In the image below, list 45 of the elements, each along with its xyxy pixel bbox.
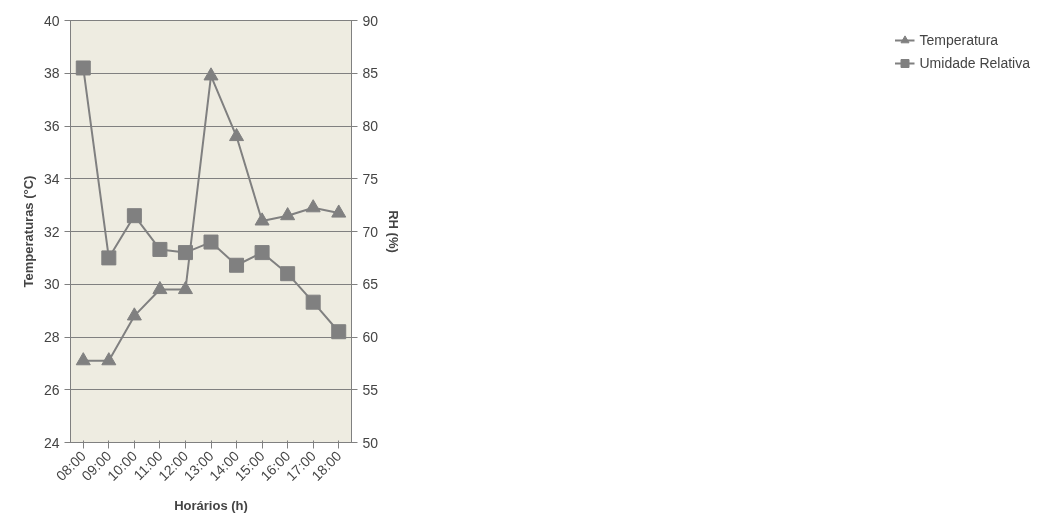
y-tick-label: 36 [43, 118, 60, 134]
point [305, 199, 321, 213]
y2-tick-label: 90 [362, 12, 379, 29]
y2-tick-label: 85 [362, 65, 379, 82]
point [280, 207, 296, 221]
y-tick-label: 40 [43, 12, 60, 29]
y-tick-label: 28 [43, 329, 60, 345]
y-tick-label: 30 [43, 276, 60, 293]
point [177, 245, 193, 261]
point [331, 324, 347, 340]
y2-tick-label: 75 [362, 170, 379, 187]
point [254, 245, 270, 261]
y-axis-title: Temperaturas (°C) [20, 175, 36, 288]
x-axis-title: Horários (h) [174, 497, 248, 513]
y-tick-label: 38 [43, 65, 60, 82]
point [280, 266, 296, 282]
y2-tick-label: 60 [362, 329, 379, 345]
point [229, 257, 245, 273]
point [101, 250, 117, 266]
point [101, 352, 117, 366]
point [254, 212, 270, 226]
point [152, 241, 168, 257]
point [126, 208, 142, 224]
point [229, 127, 245, 142]
point [203, 234, 219, 250]
y-tick-label: 26 [43, 381, 60, 398]
point [75, 60, 91, 76]
y2-tick-label: 80 [362, 118, 379, 134]
y-tick-label: 34 [43, 170, 60, 187]
point [126, 307, 142, 321]
y-tick-label: 24 [43, 434, 60, 451]
y2-tick-label: 70 [362, 223, 379, 240]
point [177, 280, 193, 295]
point [331, 204, 347, 218]
y2-tick-label: 65 [362, 276, 379, 293]
point [75, 352, 91, 366]
point [305, 294, 321, 310]
point [152, 280, 168, 295]
y2-axis-title: RH (%) [386, 210, 402, 253]
y-tick-label: 32 [43, 223, 60, 240]
y2-tick-label: 55 [362, 381, 379, 398]
legend-label: Temperatura [919, 32, 999, 48]
point [203, 67, 219, 81]
legend-label: Umidade Relativa [919, 55, 1030, 71]
y2-tick-label: 50 [362, 434, 379, 451]
